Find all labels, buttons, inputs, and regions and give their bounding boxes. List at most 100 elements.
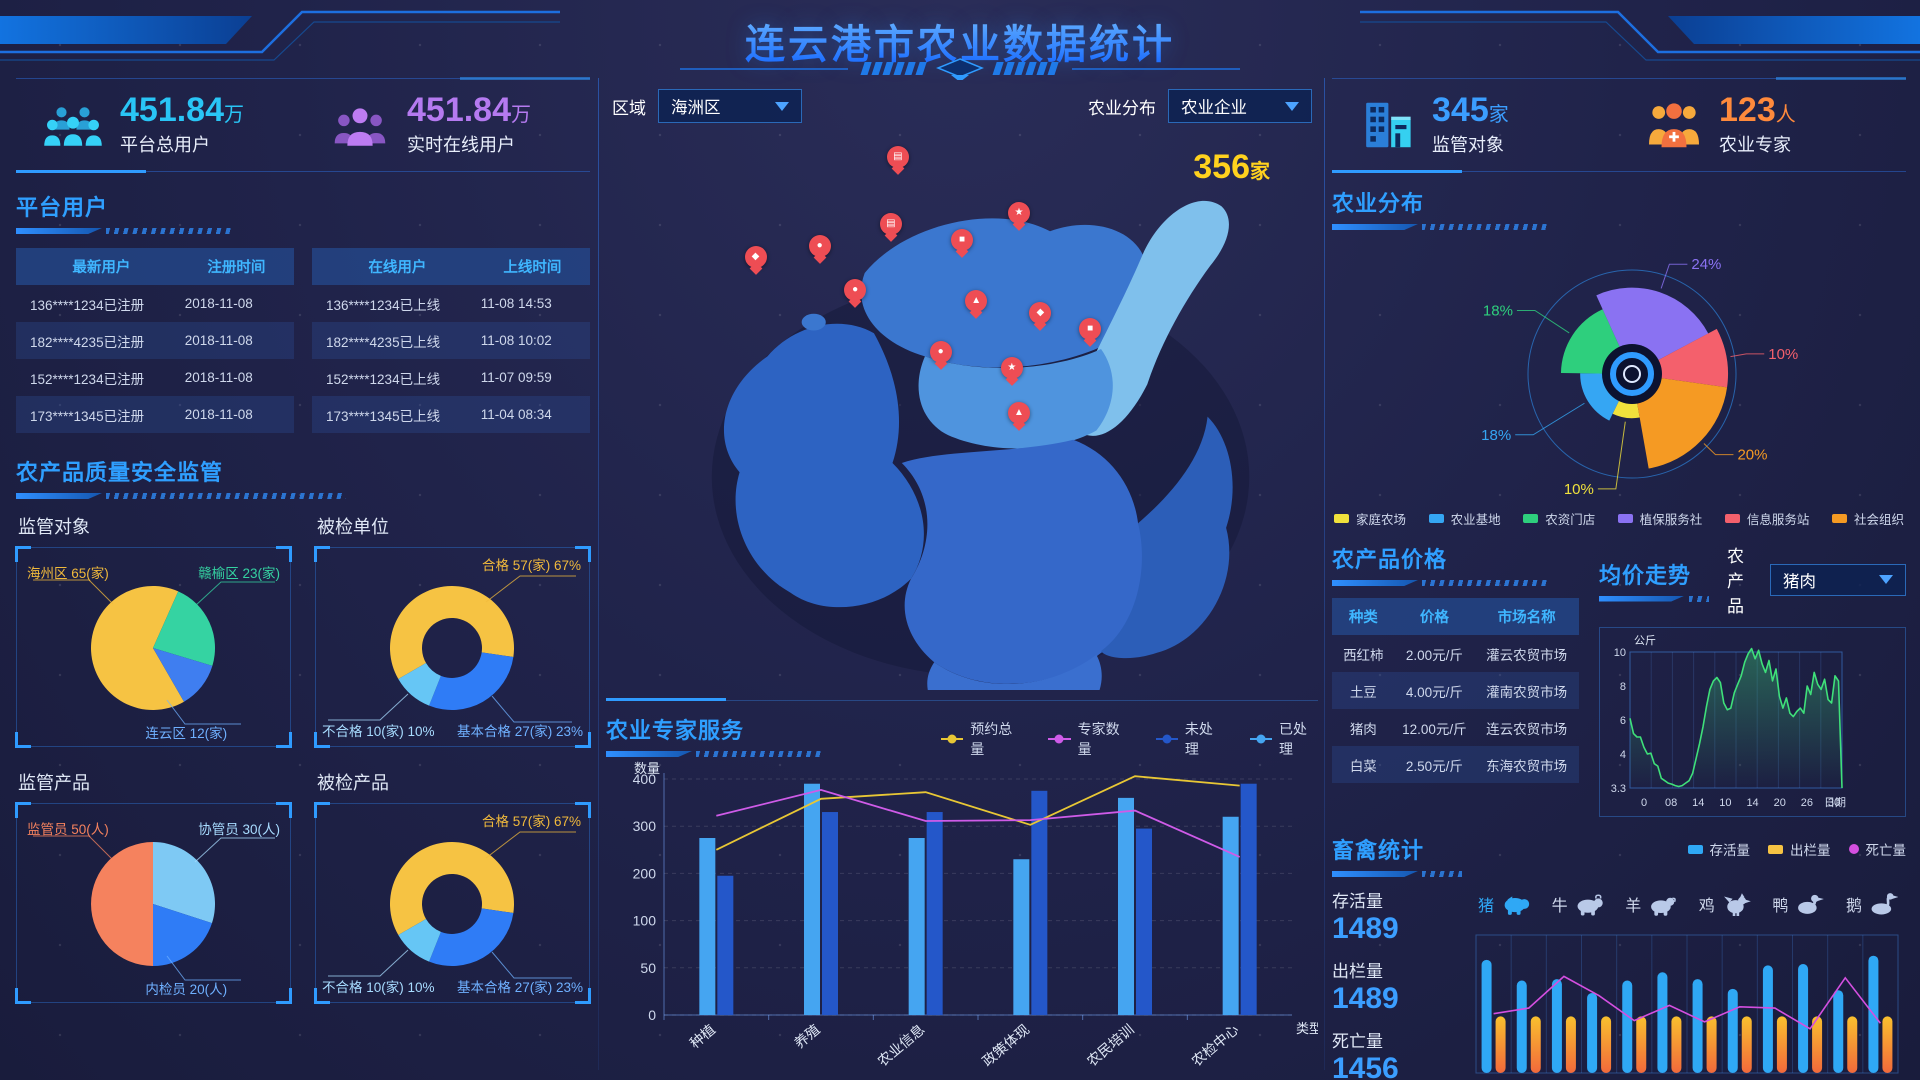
svg-text:03: 03 (1556, 1078, 1572, 1080)
bar-slaughtered (1671, 1016, 1682, 1073)
column-divider-left (598, 78, 599, 1070)
bar-alive (1481, 959, 1492, 1073)
legend-item[interactable]: 专家数量 (1048, 719, 1129, 759)
legend-item[interactable]: 预约总量 (941, 719, 1022, 759)
animal-tab-cow[interactable]: 牛 (1552, 892, 1604, 916)
svg-text:6: 6 (1620, 715, 1626, 727)
table-cell: 11-04 08:34 (480, 407, 552, 422)
map-controls: 区域 海洲区 农业分布 农业企业 (606, 78, 1318, 134)
pie-slice (91, 842, 153, 966)
legend-item[interactable]: 家庭农场 (1334, 509, 1406, 528)
legend-item[interactable]: 未处理 (1155, 719, 1224, 759)
svg-text:14: 14 (1746, 797, 1758, 809)
animal-tab-goose[interactable]: 鹅 (1846, 892, 1898, 916)
livestock-section: 畜禽统计 存活量 出栏量 死亡量 存活量 1489 出栏量 1489 死 (1332, 833, 1906, 1080)
expert-service-section: 农业专家服务 预约总量 专家数量 未处理 已处理 0 50 100 200 300 400 数量类… (606, 698, 1322, 1080)
region-select[interactable]: 海洲区 (658, 89, 802, 123)
map-pin[interactable]: ◆ (744, 246, 767, 268)
distribution-rose-chart: 10% 18% 18% 24% 10% 20% (1481, 256, 1798, 498)
map-pin[interactable]: ★ (1000, 357, 1023, 380)
legend-item[interactable]: 社会组织 (1831, 509, 1904, 528)
table-row: 182****4235已上线 11-08 10:02 (312, 322, 590, 359)
livestock-stat: 存活量 1489 (1332, 887, 1470, 945)
map-pin[interactable]: ● (808, 234, 831, 257)
map-pin[interactable]: ▤ (886, 145, 909, 168)
legend-label: 预约总量 (970, 721, 1013, 757)
animal-tab-pig[interactable]: 猪 (1478, 892, 1530, 916)
svg-text:50: 50 (640, 960, 656, 976)
legend-label: 出栏量 (1790, 843, 1831, 858)
distribution-select[interactable]: 农业企业 (1168, 89, 1312, 123)
bar-slaughtered (1530, 1016, 1541, 1073)
category-label: 种植 (687, 1021, 719, 1051)
svg-text:08: 08 (1732, 1078, 1748, 1080)
pie-cell-supervision-targets: 监管对象 海州区 65(家) 赣榆区 23(家) 连云区 12(家) (15, 513, 292, 748)
table-cell: 11-08 10:02 (480, 333, 552, 348)
table-cell: 2018-11-08 (184, 407, 253, 422)
table-cell: 2018-11-08 (184, 370, 253, 385)
distribution-select-value: 农业企业 (1181, 99, 1247, 117)
animal-tab-chicken[interactable]: 鸡 (1699, 892, 1751, 916)
pin-glyph-icon: ● (937, 345, 944, 357)
product-select[interactable]: 猪肉 (1770, 563, 1906, 596)
map-pin[interactable]: ● (844, 279, 867, 302)
legend-item[interactable]: 死亡量 (1848, 839, 1906, 859)
distribution-legend: 家庭农场 农业基地 农资门店 植保服务社 信息服务站 社会组织 (1334, 509, 1904, 528)
svg-text:10: 10 (1614, 647, 1626, 659)
map-pin[interactable]: ★ (1007, 201, 1030, 224)
chevron-down-icon (1879, 575, 1893, 584)
left-stats-row: 451.84万 平台总用户 451.84万 实时在线用户 (16, 77, 590, 173)
legend-marker (1155, 734, 1178, 744)
table-row: 136****1234已注册 2018-11-08 (16, 285, 294, 322)
map-pin[interactable]: ■ (951, 229, 973, 252)
pie-supervision-products: 监管员 50(人) 协管员 30(人) 内检员 20(人) (15, 802, 292, 1004)
table-cell: 灌南农贸市场 (1486, 684, 1568, 700)
header-center-decoration (680, 58, 1240, 80)
animal-tab-duck[interactable]: 鸭 (1772, 892, 1825, 916)
table-cell: 2.00元/斤 (1405, 647, 1463, 663)
column-header: 市场名称 (1497, 610, 1556, 626)
map-pin[interactable]: ▲ (965, 290, 988, 313)
legend-item[interactable]: 植保服务社 (1617, 509, 1702, 528)
table-cell: 173****1345已注册 (30, 408, 145, 424)
legend-item[interactable]: 出栏量 (1768, 839, 1831, 859)
count-unit: 家 (1250, 161, 1270, 183)
stat-label: 出栏量 (1332, 962, 1383, 981)
svg-text:02: 02 (1521, 1078, 1537, 1080)
map-pin[interactable]: ▲ (1007, 401, 1030, 424)
map-pin[interactable]: ◆ (1029, 301, 1052, 324)
map-pin[interactable]: ■ (1079, 318, 1102, 341)
legend-item[interactable]: 农资门店 (1523, 509, 1595, 528)
map-pin[interactable]: ▤ (879, 212, 902, 235)
table-cell: 11-07 09:59 (480, 370, 552, 385)
city-map[interactable] (606, 134, 1318, 690)
stat-label: 实时在线用户 (407, 134, 515, 155)
bar-slaughtered (1776, 1016, 1787, 1073)
svg-text:07: 07 (1697, 1078, 1713, 1080)
animal-tab-sheep[interactable]: 羊 (1625, 892, 1677, 916)
table-cell: 连云农贸市场 (1486, 721, 1568, 737)
livestock-chart: 01 02 03 04 05 06 07 08 09 10 11 12 (1475, 934, 1899, 1080)
svg-text:100: 100 (633, 913, 657, 929)
map-pin[interactable]: ● (929, 340, 952, 363)
stat-value: 1489 (1332, 982, 1399, 1015)
header: 连云港市农业数据统计 (0, 0, 1920, 80)
svg-text:30: 30 (1828, 797, 1840, 809)
stat-value: 123 (1719, 91, 1776, 130)
legend-swatch (1768, 844, 1783, 854)
legend-item[interactable]: 已处理 (1249, 719, 1318, 759)
table-row: 152****1234已注册 2018-11-08 (16, 359, 294, 396)
title-decoration (606, 751, 821, 757)
bar-alive (1727, 988, 1738, 1073)
legend-marker (1249, 734, 1273, 744)
pie-slice (153, 648, 213, 702)
table-cell: 猪肉 (1349, 721, 1377, 737)
legend-item[interactable]: 农业基地 (1428, 509, 1501, 528)
table-cell: 12.00元/斤 (1402, 721, 1467, 737)
legend-item[interactable]: 信息服务站 (1724, 509, 1809, 528)
bar-slaughtered (1847, 1016, 1858, 1073)
legend-label: 农业基地 (1450, 513, 1501, 527)
legend-item[interactable]: 存活量 (1687, 839, 1750, 859)
